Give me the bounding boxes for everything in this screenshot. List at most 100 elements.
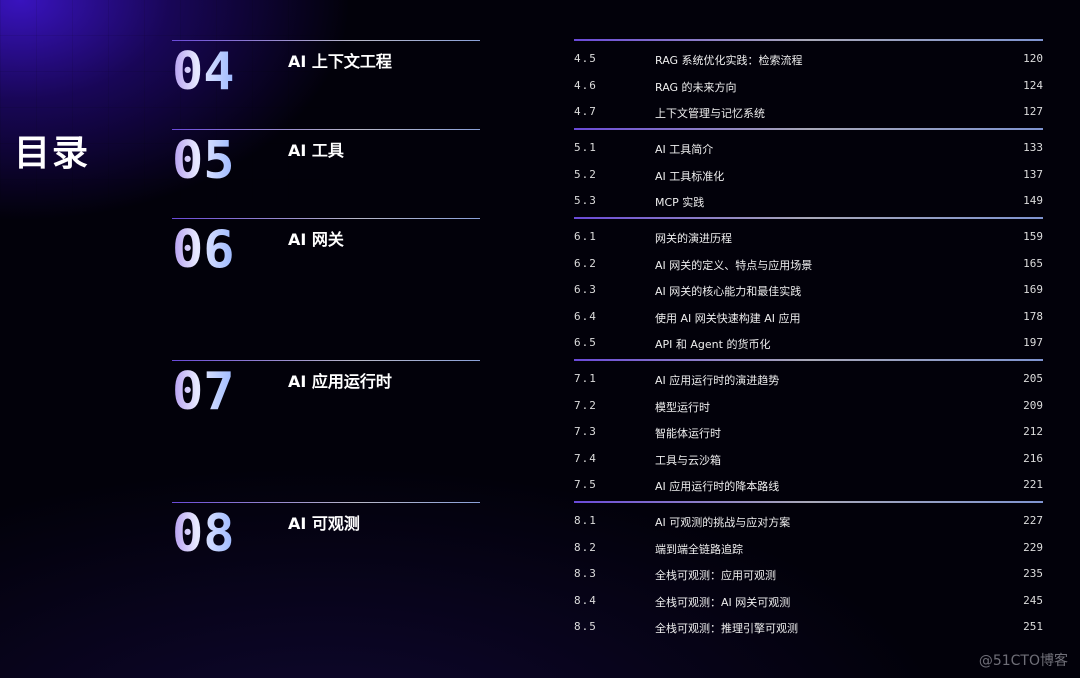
chapter-08[interactable]: 08 AI 可观测	[172, 502, 480, 560]
toc-entry[interactable]: 7.2 模型运行时 209	[574, 399, 1043, 426]
chapter-title: AI 工具	[288, 141, 344, 160]
chapter-title: AI 可观测	[288, 514, 360, 533]
page-number: 127	[1023, 105, 1043, 118]
section-title: AI 应用运行时的降本路线	[655, 480, 780, 493]
divider	[172, 218, 480, 219]
section-number: 8.2	[574, 540, 597, 554]
toc-entry[interactable]: 6.5 API 和 Agent 的货币化 197	[574, 336, 1043, 363]
chapter-number: 04	[172, 42, 235, 102]
section-title: 上下文管理与记忆系统	[655, 107, 765, 120]
section-number: 4.6	[574, 78, 597, 92]
section-title: AI 可观测的挑战与应对方案	[655, 516, 791, 529]
divider	[172, 502, 480, 503]
page-number: 169	[1023, 283, 1043, 296]
divider	[574, 39, 1043, 41]
section-group: 4.5 RAG 系统优化实践：检索流程 120 4.6 RAG 的未来方向 12…	[574, 39, 1043, 132]
section-title: AI 应用运行时的演进趋势	[655, 374, 780, 387]
section-title: AI 网关的核心能力和最佳实践	[655, 285, 802, 298]
section-number: 8.3	[574, 567, 597, 580]
section-number: 8.1	[574, 514, 597, 527]
section-number: 6.5	[574, 336, 597, 349]
watermark: @51CTO博客	[978, 653, 1068, 669]
divider	[574, 128, 1043, 130]
chapter-06[interactable]: 06 AI 网关	[172, 218, 480, 276]
toc-entry[interactable]: 4.5 RAG 系统优化实践：检索流程 120	[574, 52, 1043, 79]
page-number: 120	[1023, 52, 1043, 65]
section-number: 5.1	[574, 141, 597, 154]
chapter-title: AI 应用运行时	[288, 372, 392, 391]
section-number: 7.2	[574, 398, 597, 412]
section-number: 5.3	[574, 194, 597, 207]
toc-entry[interactable]: 4.6 RAG 的未来方向 124	[574, 79, 1043, 106]
page-number: 212	[1023, 425, 1043, 438]
section-number: 8.5	[574, 620, 597, 633]
toc-entry[interactable]: 5.2 AI 工具标准化 137	[574, 168, 1043, 195]
chapter-05[interactable]: 05 AI 工具	[172, 129, 480, 187]
page-number: 227	[1023, 514, 1043, 527]
section-number: 8.4	[574, 593, 597, 607]
toc-entry[interactable]: 4.7 上下文管理与记忆系统 127	[574, 105, 1043, 132]
page-number: 124	[1023, 78, 1043, 92]
section-number: 6.3	[574, 283, 597, 296]
page-number: 251	[1023, 620, 1043, 633]
page-number: 133	[1023, 141, 1043, 154]
toc-entry[interactable]: 5.1 AI 工具简介 133	[574, 141, 1043, 168]
toc-entry[interactable]: 6.1 网关的演进历程 159	[574, 230, 1043, 257]
page-number: 178	[1023, 309, 1043, 323]
toc-entry[interactable]: 8.5 全栈可观测：推理引擎可观测 251	[574, 620, 1043, 647]
section-title: RAG 系统优化实践：检索流程	[655, 54, 803, 67]
chapter-04[interactable]: 04 AI 上下文工程	[172, 40, 480, 98]
section-title: 全栈可观测：推理引擎可观测	[655, 622, 798, 635]
page-number: 245	[1023, 593, 1043, 607]
section-number: 6.1	[574, 230, 597, 243]
page-number: 149	[1023, 194, 1043, 207]
section-title: 模型运行时	[655, 400, 710, 414]
toc-entry[interactable]: 8.3 全栈可观测：应用可观测 235	[574, 567, 1043, 594]
toc-entry[interactable]: 8.1 AI 可观测的挑战与应对方案 227	[574, 514, 1043, 541]
page-number: 137	[1023, 167, 1043, 181]
section-group: 6.1 网关的演进历程 159 6.2 AI 网关的定义、特点与应用场景 165…	[574, 217, 1043, 363]
section-number: 7.4	[574, 451, 597, 465]
toc-entry[interactable]: 6.4 使用 AI 网关快速构建 AI 应用 178	[574, 310, 1043, 337]
section-title: RAG 的未来方向	[655, 80, 737, 94]
section-group: 5.1 AI 工具简介 133 5.2 AI 工具标准化 137 5.3 MCP…	[574, 128, 1043, 221]
section-title: 工具与云沙箱	[655, 453, 721, 467]
page-number: 229	[1023, 540, 1043, 554]
toc-entry[interactable]: 7.1 AI 应用运行时的演进趋势 205	[574, 372, 1043, 399]
toc-entry[interactable]: 7.4 工具与云沙箱 216	[574, 452, 1043, 479]
section-number: 6.4	[574, 309, 597, 323]
toc-entry[interactable]: 8.4 全栈可观测：AI 网关可观测 245	[574, 594, 1043, 621]
toc-entry[interactable]: 7.5 AI 应用运行时的降本路线 221	[574, 478, 1043, 505]
section-number: 7.5	[574, 478, 597, 491]
pixel-pattern	[0, 0, 320, 200]
section-title: 网关的演进历程	[655, 232, 732, 245]
section-title: 全栈可观测：应用可观测	[655, 569, 776, 582]
section-title: AI 工具简介	[655, 143, 714, 156]
section-number: 4.7	[574, 105, 597, 118]
divider	[172, 40, 480, 41]
toc-entry[interactable]: 6.2 AI 网关的定义、特点与应用场景 165	[574, 257, 1043, 284]
section-group: 8.1 AI 可观测的挑战与应对方案 227 8.2 端到端全链路追踪 229 …	[574, 501, 1043, 647]
toc-entry[interactable]: 7.3 智能体运行时 212	[574, 425, 1043, 452]
divider	[172, 360, 480, 361]
page-number: 159	[1023, 230, 1043, 243]
chapter-number: 06	[172, 220, 235, 280]
section-title: AI 工具标准化	[655, 169, 725, 183]
chapter-07[interactable]: 07 AI 应用运行时	[172, 360, 480, 418]
toc-entry[interactable]: 6.3 AI 网关的核心能力和最佳实践 169	[574, 283, 1043, 310]
section-title: MCP 实践	[655, 196, 705, 209]
section-number: 7.3	[574, 425, 597, 438]
section-title: 智能体运行时	[655, 427, 721, 440]
section-number: 4.5	[574, 52, 597, 65]
divider	[574, 501, 1043, 503]
toc-entry[interactable]: 5.3 MCP 实践 149	[574, 194, 1043, 221]
divider	[574, 359, 1043, 361]
section-number: 7.1	[574, 372, 597, 385]
toc-entry[interactable]: 8.2 端到端全链路追踪 229	[574, 541, 1043, 568]
page-number: 197	[1023, 336, 1043, 349]
chapter-number: 08	[172, 504, 235, 564]
page-number: 209	[1023, 398, 1043, 412]
chapter-number: 05	[172, 131, 235, 191]
page-title: 目录	[14, 133, 91, 174]
